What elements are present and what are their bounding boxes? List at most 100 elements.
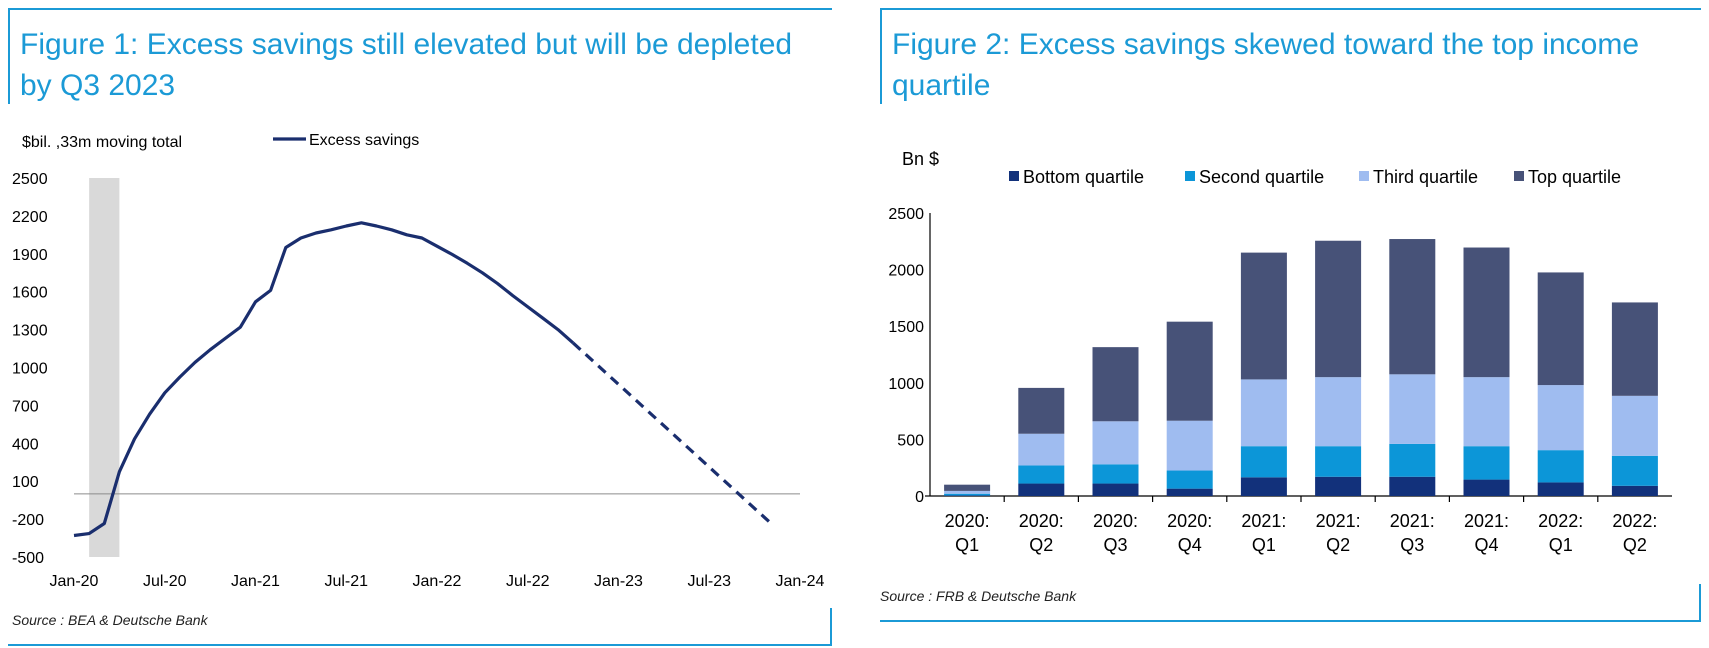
bar-bottom-quartile (1018, 483, 1065, 496)
bar-top-quartile (944, 484, 991, 491)
bar-top-quartile (1611, 302, 1658, 396)
y-tick-label: -200 (12, 512, 44, 529)
bar-top-quartile (1166, 321, 1213, 421)
excess-savings-line-chart: 2500 2200 1900 1600 1300 1000 700 400 100 -200 -50… (12, 132, 825, 590)
y-tick-label: 2000 (888, 263, 924, 280)
excess-savings-projection-line (572, 341, 771, 524)
x-tick-label: Jul-21 (324, 573, 368, 590)
y-tick-label: -500 (12, 550, 44, 567)
y-tick-label: 1600 (12, 285, 48, 302)
y-tick-label: 400 (12, 436, 39, 453)
legend-swatch-top-quartile (1514, 171, 1524, 181)
bar-bottom-quartile (1315, 476, 1362, 496)
y-tick-label: 500 (897, 432, 924, 449)
bar-bottom-quartile (1611, 485, 1658, 496)
figure-1-title-rule (8, 8, 10, 104)
bar-bottom-quartile (1537, 482, 1584, 496)
x-tick-label-year: 2022: (1612, 511, 1657, 531)
excess-savings-line (73, 221, 575, 538)
bar-top-quartile (1018, 387, 1065, 434)
bar-third-quartile (1315, 377, 1362, 447)
figure-2-panel: Figure 2: Excess savings skewed toward t… (872, 0, 1709, 648)
bar-bottom-quartile (1092, 483, 1139, 496)
figure-2-title: Figure 2: Excess savings skewed toward t… (892, 28, 1640, 102)
figure-1-panel: Figure 1: Excess savings still elevated … (0, 0, 840, 648)
x-tick-label-quarter: Q1 (1252, 535, 1276, 555)
x-tick-label-quarter: Q2 (1029, 535, 1053, 555)
x-tick-label: Jan-22 (413, 573, 462, 590)
bar-second-quartile (1389, 443, 1436, 477)
x-tick-label-year: 2021: (1464, 511, 1509, 531)
bar-second-quartile (1463, 446, 1510, 480)
bar-bottom-quartile (944, 495, 991, 496)
x-tick-label-year: 2021: (1390, 511, 1435, 531)
bar-third-quartile (1389, 374, 1436, 444)
bar-top-quartile (1240, 252, 1287, 380)
figure-1-title: Figure 1: Excess savings still elevated … (20, 28, 793, 102)
bar-bottom-quartile (1463, 479, 1510, 496)
y-tick-label: 1000 (888, 376, 924, 393)
x-tick-label-year: 2021: (1316, 511, 1361, 531)
bar-second-quartile (1611, 455, 1658, 486)
income-quartile-stacked-bar-chart: 2500 2000 1500 1000 500 0 Bn $ 2020: Q1 2020: Q2 20… (888, 149, 1672, 555)
x-tick-label-year: 2020: (1167, 511, 1212, 531)
bar-third-quartile (1018, 433, 1065, 466)
bar-bottom-quartile (1240, 477, 1287, 496)
figure-1-corner-rule (830, 608, 832, 646)
bar-top-quartile (1389, 239, 1436, 375)
x-tick-label-quarter: Q1 (1549, 535, 1573, 555)
x-tick-label: Jan-20 (50, 573, 99, 590)
x-tick-label: Jul-20 (143, 573, 187, 590)
bar-third-quartile (1166, 420, 1213, 471)
bar-second-quartile (1315, 446, 1362, 477)
y-tick-label: 100 (12, 474, 39, 491)
bar-second-quartile (1166, 470, 1213, 489)
legend-label-excess-savings: Excess savings (309, 132, 419, 149)
x-tick-label-year: 2020: (1093, 511, 1138, 531)
y-tick-label: 1500 (888, 319, 924, 336)
bar-third-quartile (1537, 385, 1584, 451)
bar-third-quartile (1240, 379, 1287, 447)
bar-bottom-quartile (1166, 488, 1213, 496)
bar-third-quartile (944, 490, 991, 494)
legend-label-second-quartile: Second quartile (1199, 167, 1324, 187)
figure-2-bottom-rule (880, 620, 1701, 622)
bar-top-quartile (1315, 240, 1362, 378)
y-tick-label: 2200 (12, 209, 48, 226)
x-tick-label-quarter: Q1 (955, 535, 979, 555)
y-tick-label: 1300 (12, 323, 48, 340)
figure-1-top-rule (8, 8, 832, 10)
x-tick-label: Jul-23 (687, 573, 731, 590)
legend-label-bottom-quartile: Bottom quartile (1023, 167, 1144, 187)
x-tick-label-year: 2020: (945, 511, 990, 531)
legend-label-third-quartile: Third quartile (1373, 167, 1478, 187)
bar-third-quartile (1463, 377, 1510, 447)
x-tick-label-quarter: Q4 (1178, 535, 1202, 555)
bar-top-quartile (1463, 247, 1510, 378)
y-axis-unit-label: $bil. ,33m moving total (22, 134, 182, 151)
figure-2-title-rule (880, 8, 882, 104)
figure-1-bottom-rule (8, 644, 832, 646)
legend-swatch-bottom-quartile (1009, 171, 1019, 181)
bar-third-quartile (1092, 421, 1139, 465)
figure-2-source: Source : FRB & Deutsche Bank (880, 588, 1077, 604)
x-tick-label: Jan-23 (594, 573, 643, 590)
y-axis-unit-label: Bn $ (902, 149, 939, 169)
bar-second-quartile (1240, 446, 1287, 478)
x-tick-label-quarter: Q4 (1474, 535, 1498, 555)
x-tick-label-quarter: Q3 (1400, 535, 1424, 555)
y-tick-label: 1900 (12, 247, 48, 264)
bar-second-quartile (1018, 465, 1065, 484)
figure-2-corner-rule (1699, 584, 1701, 622)
x-tick-label-quarter: Q2 (1623, 535, 1647, 555)
x-tick-label-year: 2021: (1241, 511, 1286, 531)
x-tick-label: Jan-24 (776, 573, 825, 590)
figure-2-top-rule (880, 8, 1701, 10)
legend-label-top-quartile: Top quartile (1528, 167, 1621, 187)
x-tick-label: Jul-22 (506, 573, 550, 590)
bar-bottom-quartile (1389, 476, 1436, 496)
bar-second-quartile (1537, 450, 1584, 483)
x-tick-label: Jan-21 (231, 573, 280, 590)
y-tick-label: 0 (915, 489, 924, 506)
bar-second-quartile (1092, 464, 1139, 484)
